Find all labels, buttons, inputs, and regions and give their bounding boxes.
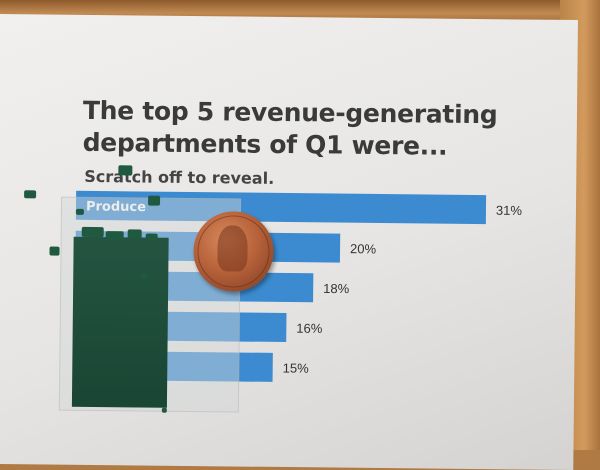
penny-coin xyxy=(193,211,274,292)
scratch-flake xyxy=(118,165,133,176)
bar-1 xyxy=(75,190,487,225)
scratch-flake xyxy=(127,229,142,239)
scratch-flake xyxy=(81,226,104,238)
scratch-flake xyxy=(141,273,148,280)
scratch-flake xyxy=(105,231,124,240)
scratch-flake xyxy=(161,407,167,413)
scratch-flake xyxy=(24,190,37,199)
paper-sheet: The top 5 revenue-generating departments… xyxy=(0,14,578,470)
value-label-2: 20% xyxy=(350,241,377,256)
scratch-flake xyxy=(75,208,84,215)
value-label-3: 18% xyxy=(323,281,350,296)
value-label-4: 16% xyxy=(296,321,323,336)
scratch-flake xyxy=(148,195,161,206)
scratch-flake xyxy=(49,246,60,256)
value-label-1: 31% xyxy=(496,203,523,218)
scratch-flake xyxy=(145,233,158,241)
scratch-off-cover[interactable] xyxy=(71,236,169,408)
category-label-1: Produce xyxy=(86,199,146,215)
value-label-5: 15% xyxy=(283,360,310,375)
penny-portrait xyxy=(217,225,248,272)
